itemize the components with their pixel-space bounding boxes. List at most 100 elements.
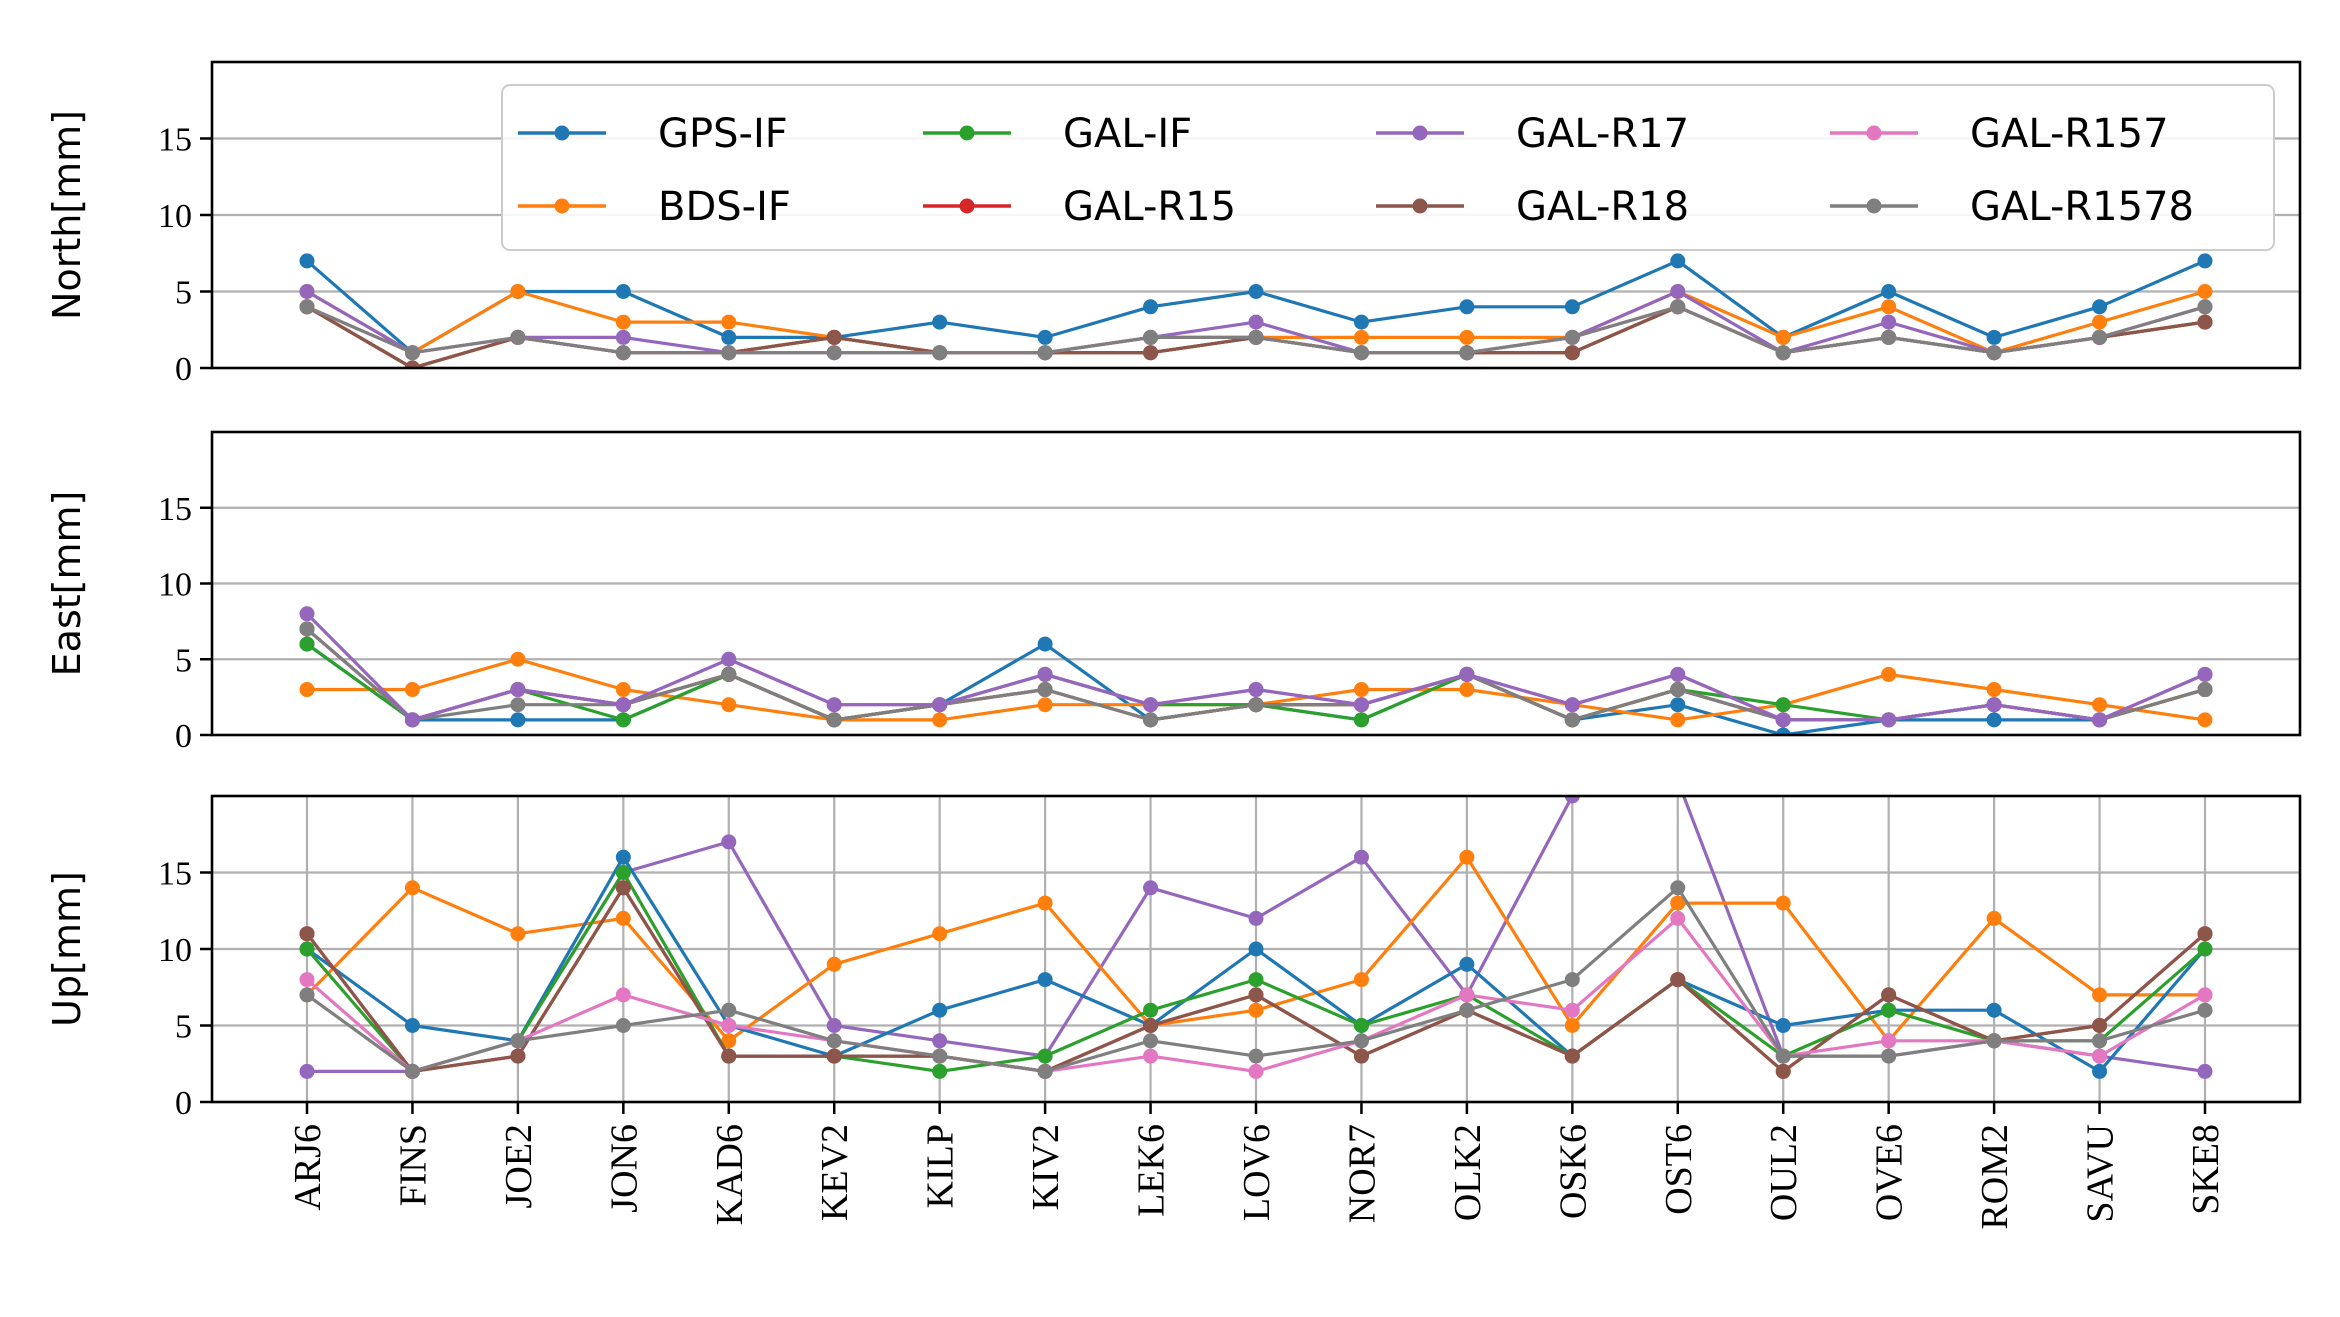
point-gal-r1578-arj6 <box>299 621 315 637</box>
point-gal-r18-ske8 <box>2197 314 2213 330</box>
xtick-label-ost6: OST6 <box>1658 1124 1700 1215</box>
axes-frame <box>210 430 2302 737</box>
point-bds-if-oul2 <box>1775 895 1791 911</box>
point-gal-r1578-lek6 <box>1143 329 1159 345</box>
xtick-label-fins: FINS <box>392 1124 434 1206</box>
point-bds-if-oul2 <box>1775 329 1791 345</box>
point-bds-if-rom2 <box>1986 910 2002 926</box>
point-bds-if-jon6 <box>615 682 631 698</box>
point-gal-r17-arj6 <box>299 1063 315 1079</box>
point-gal-r1578-jon6 <box>615 1018 631 1033</box>
point-gal-r1578-osk6 <box>1564 972 1580 988</box>
point-gal-r18-fins <box>404 360 420 368</box>
point-gal-r18-joe2 <box>510 1048 526 1064</box>
point-gal-r17-kev2 <box>826 1018 842 1033</box>
point-gal-r1578-kiv2 <box>1037 1063 1053 1079</box>
point-gal-if-nor7 <box>1353 712 1369 728</box>
point-gal-r1578-nor7 <box>1353 345 1369 361</box>
point-bds-if-kad6 <box>721 697 737 713</box>
point-gal-if-kilp <box>932 1063 948 1079</box>
ytick-label-5: 5 <box>175 1009 192 1046</box>
point-gal-r18-arj6 <box>299 926 315 942</box>
point-gal-r17-kad6 <box>721 651 737 667</box>
point-gps-if-jon6 <box>615 284 631 299</box>
legend-label-gal-r17: GAL-R17 <box>1516 111 1689 157</box>
point-gal-if-ove6 <box>1881 1002 1897 1018</box>
legend-swatch-marker-gal-r157 <box>1866 125 1882 141</box>
point-bds-if-ske8 <box>2197 284 2213 299</box>
legend-swatch-marker-bds-if <box>554 198 570 214</box>
point-gal-r1578-kad6 <box>721 345 737 361</box>
ytick-label-0: 0 <box>175 718 192 755</box>
ytick-label-5: 5 <box>175 275 192 312</box>
xtick-label-lov6: LOV6 <box>1236 1124 1278 1221</box>
point-gal-if-jon6 <box>615 712 631 728</box>
ytick-label-15: 15 <box>158 856 192 893</box>
point-gps-if-rom2 <box>1986 1002 2002 1018</box>
point-gal-r157-ove6 <box>1881 1033 1897 1049</box>
point-gal-r17-lov6 <box>1248 314 1264 330</box>
xtick-label-kev2: KEV2 <box>814 1124 856 1221</box>
legend-label-gal-r15: GAL-R15 <box>1063 184 1236 230</box>
point-gal-r18-jon6 <box>615 880 631 896</box>
point-gal-r1578-lek6 <box>1143 1033 1159 1049</box>
point-gal-r17-ske8 <box>2197 1063 2213 1079</box>
point-bds-if-kev2 <box>826 956 842 972</box>
point-bds-if-kiv2 <box>1037 895 1053 911</box>
point-bds-if-olk2 <box>1459 682 1475 698</box>
point-bds-if-olk2 <box>1459 329 1475 345</box>
ylabel-up-mm: Up[mm] <box>45 871 89 1027</box>
point-gps-if-arj6 <box>299 253 315 269</box>
point-gal-r18-ske8 <box>2197 926 2213 942</box>
point-gal-r1578-kiv2 <box>1037 682 1053 698</box>
xtick-label-ove6: OVE6 <box>1869 1124 1911 1221</box>
point-gal-r17-jon6 <box>615 697 631 713</box>
point-gal-r1578-kiv2 <box>1037 345 1053 361</box>
point-gal-r1578-joe2 <box>510 329 526 345</box>
point-gal-if-nor7 <box>1353 1018 1369 1033</box>
point-bds-if-fins <box>404 682 420 698</box>
xtick-label-olk2: OLK2 <box>1447 1124 1489 1221</box>
point-gps-if-kilp <box>932 1002 948 1018</box>
point-bds-if-nor7 <box>1353 329 1369 345</box>
point-gps-if-savu <box>2092 299 2108 315</box>
point-bds-if-arj6 <box>299 682 315 698</box>
legend-label-gal-if: GAL-IF <box>1063 111 1192 157</box>
point-gal-r1578-lov6 <box>1248 1048 1264 1064</box>
xtick-label-nor7: NOR7 <box>1341 1124 1383 1223</box>
point-gal-r17-ost6 <box>1670 773 1685 788</box>
point-gal-if-lek6 <box>1143 1002 1159 1018</box>
point-gal-r1578-arj6 <box>299 987 315 1003</box>
panel-east-mm: 0 5 10 15 East[mm] <box>45 430 2302 755</box>
plot-area <box>299 773 2213 1079</box>
point-gps-if-kiv2 <box>1037 636 1053 652</box>
legend-swatch-marker-gps-if <box>554 125 570 141</box>
point-gal-if-arj6 <box>299 636 315 652</box>
point-gal-r1578-ost6 <box>1670 299 1686 315</box>
point-gal-r18-lov6 <box>1248 987 1264 1003</box>
point-gps-if-rom2 <box>1986 329 2002 345</box>
point-bds-if-kad6 <box>721 314 737 330</box>
xtick-label-savu: SAVU <box>2080 1124 2122 1223</box>
point-gal-r17-kev2 <box>826 697 842 713</box>
legend-box <box>501 84 2275 251</box>
point-bds-if-ost6 <box>1670 895 1686 911</box>
point-gal-r1578-osk6 <box>1564 329 1580 345</box>
point-gal-r18-kad6 <box>721 1048 737 1064</box>
xtick-label-oul2: OUL2 <box>1763 1124 1805 1221</box>
point-gal-r17-joe2 <box>510 682 526 698</box>
point-gal-r17-ost6 <box>1670 666 1686 682</box>
point-gal-r17-olk2 <box>1459 666 1475 682</box>
point-gal-r17-arj6 <box>299 284 315 299</box>
point-gal-r1578-fins <box>404 345 420 361</box>
legend-label-gal-r1578: GAL-R1578 <box>1970 184 2194 230</box>
point-gal-if-ske8 <box>2197 941 2213 957</box>
xtick-label-kiv2: KIV2 <box>1025 1124 1067 1211</box>
point-gal-r1578-ske8 <box>2197 1002 2213 1018</box>
point-gal-r157-osk6 <box>1564 1002 1580 1018</box>
point-gal-r1578-lek6 <box>1143 712 1159 728</box>
point-gps-if-osk6 <box>1564 299 1580 315</box>
point-gal-r1578-lov6 <box>1248 329 1264 345</box>
point-gal-r18-ove6 <box>1881 987 1897 1003</box>
